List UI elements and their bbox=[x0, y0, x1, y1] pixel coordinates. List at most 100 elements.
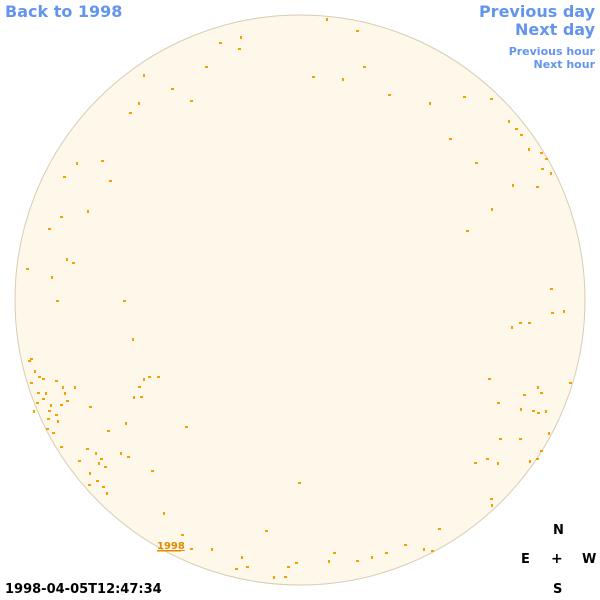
meteor-mark bbox=[404, 544, 407, 546]
meteor-mark bbox=[163, 512, 165, 515]
meteor-mark bbox=[171, 88, 174, 90]
meteor-mark bbox=[356, 560, 359, 562]
meteor-mark bbox=[205, 66, 208, 68]
meteor-mark bbox=[104, 466, 107, 468]
meteor-mark bbox=[532, 410, 535, 412]
meteor-mark bbox=[101, 160, 104, 162]
meteor-mark bbox=[246, 566, 249, 568]
meteor-mark bbox=[47, 418, 50, 420]
meteor-mark bbox=[491, 208, 493, 211]
meteor-mark bbox=[511, 326, 513, 329]
year-marker-label[interactable]: 1998 bbox=[157, 541, 185, 552]
meteor-mark bbox=[109, 180, 112, 182]
meteor-mark bbox=[536, 458, 539, 460]
meteor-mark bbox=[38, 376, 41, 378]
meteor-mark bbox=[550, 172, 552, 175]
meteor-mark bbox=[474, 462, 477, 464]
meteor-mark bbox=[528, 322, 531, 324]
meteor-mark bbox=[550, 288, 553, 290]
meteor-mark bbox=[48, 228, 51, 230]
meteor-mark bbox=[102, 486, 105, 488]
meteor-mark bbox=[78, 460, 81, 462]
meteor-mark bbox=[95, 452, 97, 455]
meteor-mark bbox=[120, 452, 122, 455]
meteor-mark bbox=[515, 128, 518, 130]
meteor-mark bbox=[190, 100, 193, 102]
meteor-mark bbox=[74, 386, 76, 389]
meteor-mark bbox=[151, 470, 154, 472]
meteor-mark bbox=[26, 268, 29, 270]
meteor-mark bbox=[143, 378, 145, 381]
meteor-mark bbox=[508, 120, 510, 123]
meteor-mark bbox=[529, 460, 531, 463]
back-to-year-link[interactable]: Back to 1998 bbox=[5, 2, 123, 21]
meteor-mark bbox=[385, 552, 388, 554]
meteor-mark bbox=[540, 392, 543, 394]
meteor-mark bbox=[51, 276, 53, 279]
meteor-mark bbox=[545, 158, 548, 160]
meteor-mark bbox=[328, 560, 330, 563]
previous-hour-link[interactable]: Previous hour bbox=[508, 45, 595, 58]
meteor-mark bbox=[100, 458, 103, 460]
meteor-mark bbox=[475, 162, 478, 164]
meteor-mark bbox=[431, 550, 434, 552]
meteor-mark bbox=[463, 96, 466, 98]
meteor-mark bbox=[312, 76, 315, 78]
meteor-mark bbox=[56, 300, 59, 302]
meteor-mark bbox=[519, 438, 522, 440]
meteor-mark bbox=[211, 548, 213, 551]
meteor-mark bbox=[55, 414, 58, 416]
meteor-mark bbox=[60, 216, 63, 218]
next-hour-link[interactable]: Next hour bbox=[533, 58, 596, 71]
meteor-mark bbox=[140, 396, 143, 398]
meteor-mark bbox=[66, 258, 68, 261]
compass-south: S bbox=[553, 582, 563, 597]
meteor-mark bbox=[30, 382, 33, 384]
meteor-mark bbox=[537, 412, 540, 414]
meteor-mark bbox=[548, 432, 550, 435]
meteor-mark bbox=[96, 480, 99, 482]
meteor-mark bbox=[295, 562, 298, 564]
meteor-mark bbox=[537, 386, 539, 389]
meteor-mark bbox=[520, 408, 522, 411]
meteor-mark bbox=[490, 498, 493, 500]
meteor-mark bbox=[333, 552, 336, 554]
meteor-mark bbox=[48, 410, 51, 412]
meteor-mark bbox=[143, 74, 145, 77]
compass-north: N bbox=[553, 523, 564, 538]
next-day-link[interactable]: Next day bbox=[515, 20, 595, 39]
meteor-mark bbox=[490, 98, 493, 100]
meteor-mark bbox=[488, 378, 491, 380]
meteor-mark bbox=[60, 446, 63, 448]
meteor-mark bbox=[28, 360, 31, 362]
meteor-mark bbox=[55, 380, 58, 382]
timestamp-label: 1998-04-05T12:47:34 bbox=[5, 582, 162, 597]
meteor-mark bbox=[551, 312, 554, 314]
meteor-mark bbox=[125, 422, 127, 425]
meteor-mark bbox=[284, 576, 287, 578]
meteor-mark bbox=[429, 102, 431, 105]
meteor-mark bbox=[298, 482, 301, 484]
meteor-mark bbox=[138, 386, 141, 388]
meteor-mark bbox=[66, 400, 69, 402]
meteor-mark bbox=[62, 386, 64, 389]
meteor-mark bbox=[89, 472, 91, 475]
compass-east: E bbox=[521, 552, 530, 567]
meteor-mark bbox=[519, 322, 522, 324]
meteor-mark bbox=[497, 402, 500, 404]
meteor-mark bbox=[541, 168, 544, 170]
meteor-mark bbox=[356, 30, 359, 32]
meteor-mark bbox=[42, 398, 45, 400]
meteor-mark bbox=[190, 548, 193, 550]
meteor-mark bbox=[466, 230, 469, 232]
meteor-mark bbox=[89, 406, 92, 408]
meteor-mark bbox=[371, 556, 373, 559]
meteor-mark bbox=[240, 36, 242, 39]
meteor-mark bbox=[499, 438, 502, 440]
meteor-mark bbox=[148, 376, 151, 378]
meteor-mark bbox=[181, 534, 184, 536]
previous-day-link[interactable]: Previous day bbox=[478, 2, 595, 21]
meteor-mark bbox=[569, 382, 572, 384]
